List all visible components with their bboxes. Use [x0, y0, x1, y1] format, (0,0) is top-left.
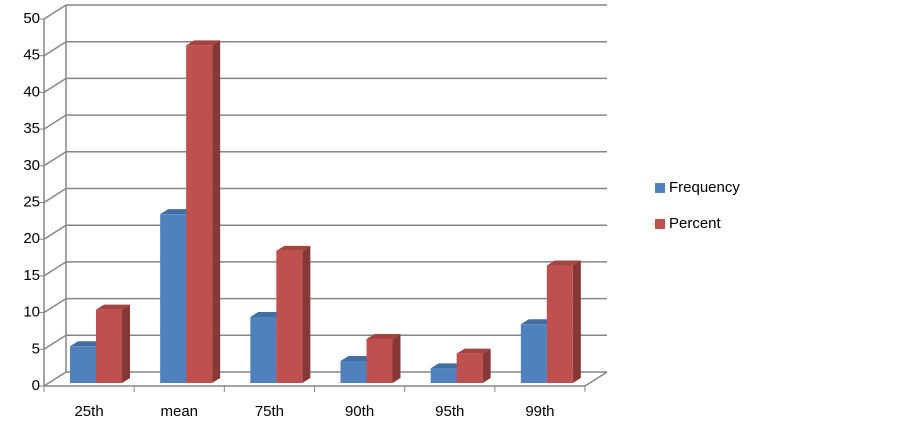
bar	[340, 360, 367, 383]
x-tick-label: 90th	[345, 403, 374, 420]
legend-label: Frequency	[669, 179, 740, 196]
bar-top	[366, 333, 401, 339]
y-tick-label: 40	[23, 83, 40, 100]
bar	[546, 265, 573, 383]
bar-top	[340, 355, 375, 361]
grid-line-side	[43, 77, 67, 94]
y-tick-label: 5	[32, 340, 40, 357]
grid-line-side	[43, 41, 67, 57]
y-tick-label: 30	[23, 157, 40, 174]
bar-side	[122, 304, 130, 383]
grid-line-side	[43, 187, 67, 204]
bar-top	[520, 319, 555, 325]
grid-line-side	[43, 114, 67, 130]
bar-side	[572, 260, 581, 383]
bar	[520, 324, 547, 383]
grid-line-side	[43, 4, 67, 20]
bar	[70, 346, 96, 383]
bar-top	[96, 304, 130, 310]
legend-label: Percent	[669, 215, 722, 232]
grid-line-side	[43, 151, 67, 167]
y-tick-label: 25	[23, 193, 40, 210]
bar-top	[546, 260, 581, 266]
x-tick-label: 95th	[435, 403, 464, 420]
y-tick-label: 20	[23, 230, 40, 247]
bar-side	[392, 333, 401, 383]
bar	[366, 338, 393, 383]
bar-top	[276, 245, 311, 251]
bar-top	[250, 311, 285, 317]
y-tick-label: 10	[23, 304, 40, 321]
grid-line-side	[43, 261, 67, 277]
bar	[430, 368, 457, 383]
legend-swatch	[655, 219, 665, 229]
y-tick-label: 15	[23, 267, 40, 284]
bar	[456, 353, 483, 383]
bar-top	[456, 348, 491, 354]
x-tick-label: 25th	[74, 403, 103, 420]
y-tick-label: 50	[23, 10, 40, 27]
bar-top	[430, 363, 465, 369]
y-tick-label: 45	[23, 47, 40, 64]
bar-side	[212, 40, 221, 384]
bar	[160, 214, 187, 383]
grid-line-side	[43, 297, 67, 314]
bar	[96, 309, 122, 383]
x-tick-label: 75th	[255, 403, 284, 420]
grid-line-side	[43, 334, 67, 350]
x-tick-label: mean	[160, 403, 198, 420]
bar-side	[482, 348, 491, 383]
bar	[250, 316, 277, 383]
y-tick-label: 35	[23, 120, 40, 137]
bar	[186, 45, 213, 384]
floor-edge	[584, 371, 608, 387]
bar-top	[160, 209, 195, 215]
y-tick-label: 0	[32, 377, 40, 394]
bar	[276, 250, 303, 383]
legend-swatch	[655, 183, 665, 193]
grid-line-side	[43, 224, 67, 240]
grid-line-side	[43, 371, 67, 387]
bar-side	[302, 245, 311, 383]
bar-top	[186, 40, 221, 46]
bar-top	[70, 341, 104, 347]
x-tick-label: 99th	[525, 403, 554, 420]
